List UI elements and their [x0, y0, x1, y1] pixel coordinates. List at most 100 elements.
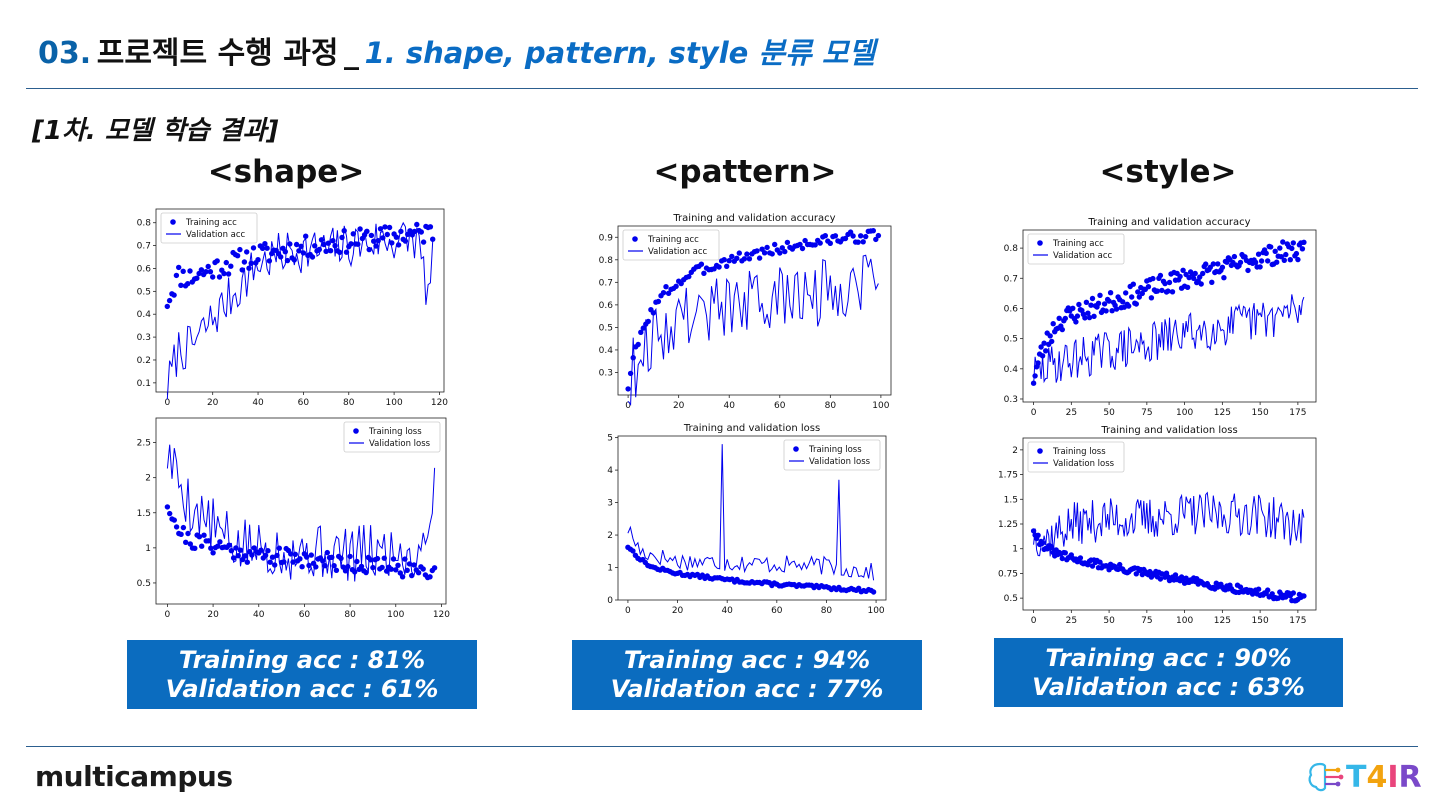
data-point: [1082, 315, 1088, 321]
data-point: [1197, 274, 1203, 280]
data-point: [1192, 270, 1198, 277]
x-tick-label: 0: [1031, 616, 1037, 626]
x-tick-label: 0: [164, 398, 170, 408]
data-point: [225, 271, 232, 277]
x-tick-label: 40: [253, 610, 265, 620]
data-point: [384, 231, 390, 238]
data-point: [1113, 306, 1120, 312]
legend-label: Validation acc: [648, 247, 708, 257]
t4ir-letter: I: [1387, 759, 1399, 795]
data-point: [324, 549, 330, 556]
x-tick-label: 40: [721, 606, 733, 616]
y-tick-label: 0.3: [137, 333, 151, 343]
data-point: [1129, 294, 1135, 300]
data-point: [308, 552, 314, 558]
data-point: [393, 567, 399, 573]
chart-title: Training and validation loss: [683, 423, 820, 434]
data-point: [292, 551, 298, 557]
data-point: [1130, 281, 1136, 287]
data-point: [701, 270, 707, 276]
legend-box: [343, 421, 441, 453]
data-point: [1198, 281, 1204, 287]
data-point: [266, 258, 273, 264]
data-point: [234, 253, 241, 259]
plot-frame: [155, 417, 447, 605]
y-tick-label: 0.4: [137, 310, 152, 320]
data-point: [1091, 313, 1097, 319]
legend-dot-marker: [793, 446, 799, 452]
y-tick-label: 5: [607, 434, 613, 444]
data-point: [625, 386, 631, 392]
data-point: [822, 233, 828, 239]
data-point: [269, 554, 276, 560]
data-point: [309, 254, 316, 260]
x-tick-label: 60: [299, 610, 311, 620]
y-tick-label: 2: [1012, 446, 1018, 456]
data-point: [1120, 299, 1126, 305]
data-point: [364, 228, 370, 234]
x-tick-label: 120: [431, 398, 448, 408]
x-tick-label: 80: [821, 606, 833, 616]
result-training-shape: Training acc : 81%: [178, 646, 426, 674]
data-point: [756, 255, 763, 261]
data-point: [223, 259, 229, 266]
data-point: [1289, 245, 1295, 252]
y-tick-label: 2.5: [137, 439, 151, 449]
data-point: [716, 264, 722, 270]
footer-divider: [26, 746, 1418, 747]
data-point: [427, 574, 433, 580]
data-point: [1209, 279, 1215, 285]
x-tick-label: 100: [386, 398, 403, 408]
data-point: [1265, 258, 1271, 264]
data-point: [386, 224, 393, 231]
data-point: [1237, 259, 1244, 266]
data-point: [734, 255, 740, 261]
chart-title: Training and validation loss: [1100, 425, 1237, 436]
data-point: [185, 530, 191, 537]
x-tick-label: 60: [298, 398, 310, 408]
legend-label: Validation loss: [1053, 459, 1115, 469]
data-point: [1126, 303, 1132, 309]
x-tick-label: 125: [1214, 408, 1231, 418]
data-point: [630, 548, 636, 554]
legend-box: [1027, 233, 1125, 265]
data-point: [1157, 272, 1164, 279]
chart-pattern-accuracy: Training and validation accuracy 0 20 40 60 8…: [590, 210, 895, 415]
data-point: [198, 267, 205, 273]
data-point: [1050, 321, 1056, 327]
data-point: [333, 567, 340, 573]
data-point: [379, 564, 385, 571]
data-point: [863, 233, 869, 240]
data-point: [1281, 257, 1287, 263]
data-point: [207, 269, 214, 275]
data-point: [1290, 240, 1296, 246]
series-line: [1033, 491, 1305, 557]
data-point: [784, 239, 791, 246]
data-point: [306, 562, 312, 569]
data-point: [812, 242, 818, 248]
data-point: [251, 545, 257, 551]
y-tick-label: 1.5: [137, 509, 151, 519]
x-tick-label: 0: [165, 610, 171, 620]
data-point: [1186, 274, 1192, 281]
data-point: [1056, 315, 1062, 321]
header-divider: [26, 88, 1418, 89]
x-tick-label: 150: [1252, 408, 1269, 418]
data-point: [1133, 301, 1139, 307]
data-point: [393, 234, 400, 240]
data-point: [873, 236, 879, 243]
data-point: [1255, 586, 1262, 592]
y-tick-label: 0.7: [137, 242, 151, 252]
data-point: [1275, 595, 1281, 601]
y-tick-label: 0.6: [1004, 304, 1019, 314]
column-title-style: <style>: [1099, 154, 1237, 190]
y-tick-label: 2: [145, 474, 151, 484]
x-tick-label: 75: [1141, 616, 1152, 626]
header-subtitle: 1. shape, pattern, style 분류 모델: [364, 36, 876, 70]
data-point: [736, 250, 742, 256]
data-point: [754, 248, 760, 254]
legend-label: Training acc: [1052, 239, 1104, 249]
data-point: [847, 229, 854, 235]
data-point: [832, 233, 839, 239]
data-point: [284, 257, 291, 264]
